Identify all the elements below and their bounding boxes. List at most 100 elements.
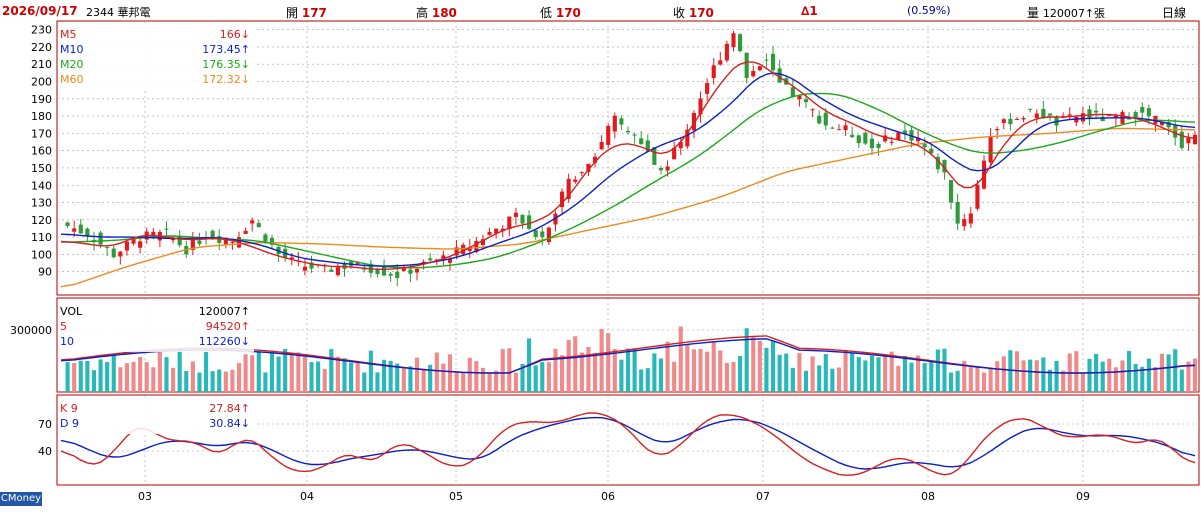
volume-bar (105, 362, 110, 392)
volume-bar (85, 360, 90, 392)
candle-body (256, 223, 261, 228)
k-line (60, 412, 1196, 476)
volume-bar (500, 349, 505, 392)
volume-bar (639, 369, 644, 392)
candle-body (494, 228, 499, 234)
candle-body (105, 247, 110, 249)
candle-body (883, 135, 888, 142)
candle-body (1107, 115, 1112, 117)
volume-bar (705, 351, 710, 392)
volume-bar (962, 360, 967, 392)
candle-body (520, 214, 525, 224)
volume-bar (368, 350, 373, 392)
open-label: 開 177 (286, 6, 327, 20)
volume-bar (164, 357, 169, 392)
volume-bar (810, 356, 815, 392)
price-legend-series: M5 (60, 28, 77, 41)
candle-body (111, 248, 116, 258)
candle-body (619, 118, 624, 125)
ma20-line (60, 92, 1196, 269)
kd-legend-series: D 9 (60, 417, 79, 430)
volume-bar (718, 350, 723, 392)
volume-bar (1179, 369, 1184, 392)
volume-bar (553, 348, 558, 392)
volume-bar (1107, 358, 1112, 392)
y-tick-label: 230 (31, 24, 52, 37)
volume-bar (625, 348, 631, 392)
kd-legend-value: 30.84↓ (209, 417, 250, 430)
candle-body (1140, 106, 1145, 113)
change-percent: (0.59%) (907, 4, 951, 17)
price-legend-value: 176.35↓ (202, 58, 250, 71)
candle-body (177, 236, 182, 246)
candle-body (698, 98, 703, 115)
candle-body (592, 156, 598, 163)
volume-bar (520, 363, 525, 392)
candle-body (428, 258, 433, 261)
volume-bar (1054, 360, 1059, 392)
candle-body (197, 240, 202, 244)
candle-body (672, 147, 677, 160)
volume-bar (744, 328, 749, 392)
candle-body (171, 238, 176, 241)
candle-body (751, 70, 756, 77)
candle-body (1008, 118, 1013, 125)
candle-body (935, 156, 940, 170)
volume-bar (421, 369, 426, 392)
y-tick-label: 70 (38, 418, 52, 431)
y-tick-label: 200 (31, 76, 52, 89)
volume-legend-value: 120007↑ (199, 305, 250, 318)
volume-bar (1100, 361, 1105, 392)
candle-body (474, 241, 479, 252)
candle-body (289, 257, 294, 260)
candle-body (65, 222, 70, 226)
volume-bar (329, 349, 334, 392)
y-tick-label: 160 (31, 145, 52, 158)
change-value: ∆1 (801, 4, 818, 18)
volume-bar (72, 362, 77, 392)
price-legend-series: M20 (60, 58, 84, 71)
cmoney-logo[interactable]: CMoney (0, 492, 42, 506)
candle-body (78, 224, 83, 234)
candle-body (1179, 131, 1184, 149)
volume-bar (124, 363, 129, 392)
volume-bar (296, 352, 301, 392)
volume-bar (850, 352, 855, 392)
candle-body (817, 115, 822, 124)
period-label[interactable]: 日線 (1162, 6, 1187, 20)
candle-body (1166, 122, 1171, 128)
candle-body (131, 238, 136, 244)
volume-bar (184, 370, 189, 392)
volume-bar (533, 365, 538, 392)
volume-bar (995, 361, 1000, 392)
volume-bar (111, 353, 116, 392)
candle-body (138, 241, 143, 248)
candle-body (711, 65, 716, 79)
candle-body (1173, 125, 1178, 138)
volume-label: 量 120007↑張 (1027, 6, 1106, 20)
x-tick-label: 03 (138, 490, 152, 503)
volume-legend-value: 94520↑ (206, 320, 250, 333)
volume-bar (830, 368, 835, 392)
y-tick-label: 100 (31, 248, 52, 261)
volume-bar (190, 361, 195, 392)
volume-bar (474, 361, 479, 392)
volume-bar (375, 372, 380, 392)
volume-bar (685, 344, 690, 392)
volume-bar (1041, 357, 1046, 392)
volume-bar (916, 355, 921, 392)
candle-body (962, 219, 967, 227)
candle-body (836, 129, 842, 131)
low-value: 170 (555, 6, 581, 20)
candle-body (1127, 118, 1132, 120)
volume-bar (322, 368, 327, 392)
volume-bar (1133, 363, 1138, 392)
price-legend-value: 173.45↑ (202, 43, 250, 56)
x-tick-label: 04 (300, 490, 314, 503)
candle-body (573, 179, 578, 182)
candle-body (843, 125, 848, 131)
volume-legend-box (58, 303, 254, 352)
candle-body (223, 239, 228, 245)
volume-bar (546, 362, 551, 392)
